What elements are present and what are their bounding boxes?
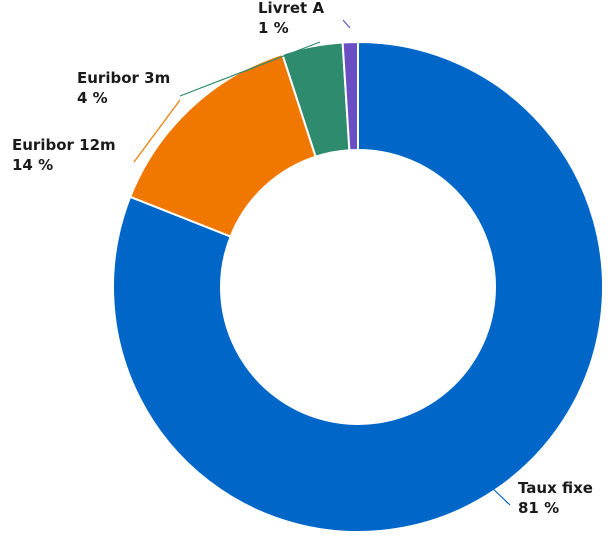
slice-taux-fixe[interactable]: [112, 40, 604, 533]
label-name-taux-fixe: Taux fixe: [518, 479, 593, 497]
label-name-euribor-3m: Euribor 3m: [77, 69, 170, 87]
leader-line-taux-fixe: [489, 485, 511, 506]
leader-line-euribor-12m: [133, 99, 181, 163]
slice-labels: Taux fixe 81 % Euribor 12m 14 % Euribor 3m 4 …: [12, 0, 593, 517]
label-value-euribor-3m: 4 %: [77, 89, 108, 107]
label-value-livret-a: 1 %: [258, 19, 289, 37]
leader-lines: [133, 19, 511, 506]
label-value-taux-fixe: 81 %: [518, 499, 559, 517]
label-value-euribor-12m: 14 %: [12, 156, 53, 174]
slice-livret-a[interactable]: [341, 40, 359, 152]
label-name-livret-a: Livret A: [258, 0, 324, 17]
donut-slices: [112, 40, 604, 533]
label-name-euribor-12m: Euribor 12m: [12, 136, 116, 154]
leader-line-euribor-3m: [179, 41, 321, 97]
leader-line-livret-a: [342, 19, 351, 29]
